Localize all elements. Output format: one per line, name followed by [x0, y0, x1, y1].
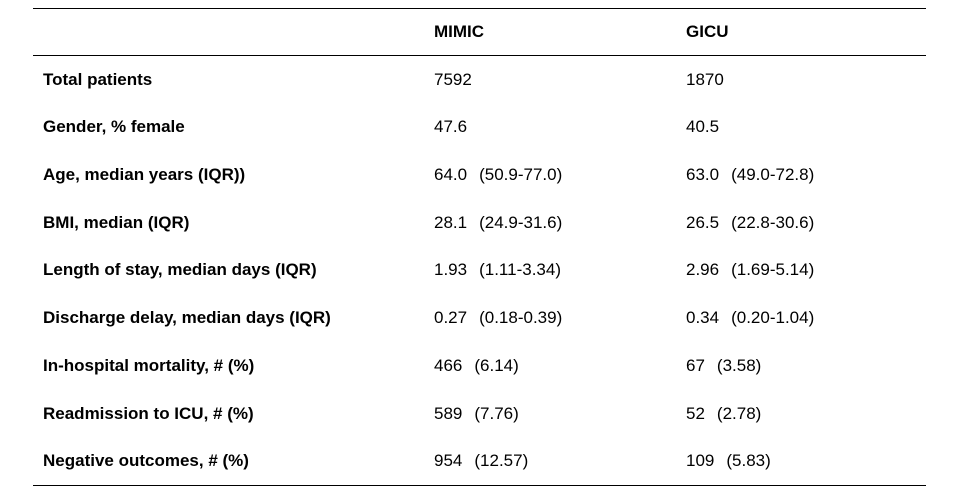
mimic-range: (50.9-77.0) [479, 164, 563, 184]
gicu-range: (0.20-1.04) [731, 308, 815, 328]
gicu-range: (49.0-72.8) [731, 164, 815, 184]
table-row: Gender, % female 47.6 40.5 [33, 103, 926, 151]
table-row: In-hospital mortality, # (%) 466 (6.14) 6… [33, 342, 926, 390]
table-row: Total patients 7592 1870 [33, 56, 926, 104]
gicu-range: (2.78) [716, 403, 762, 423]
gicu-cell: 109 (5.83) [686, 438, 926, 486]
mimic-cell: 466 (6.14) [423, 342, 686, 390]
mimic-cell: 64.0 (50.9-77.0) [423, 151, 686, 199]
gicu-value: 109 [686, 451, 715, 471]
gicu-cell: 1870 [686, 56, 926, 104]
gicu-value: 1870 [686, 69, 724, 89]
gicu-range: (1.69-5.14) [731, 260, 815, 280]
mimic-cell: 954 (12.57) [423, 438, 686, 486]
mimic-cell: 28.1 (24.9-31.6) [423, 199, 686, 247]
mimic-cell: 0.27 (0.18-0.39) [423, 294, 686, 342]
mimic-cell: 589 (7.76) [423, 390, 686, 438]
table-body: Total patients 7592 1870 Gender, % femal… [33, 56, 926, 486]
mimic-value: 589 [434, 403, 463, 423]
gicu-cell: 40.5 [686, 103, 926, 151]
gicu-cell: 52 (2.78) [686, 390, 926, 438]
table-row: Age, median years (IQR)) 64.0 (50.9-77.0)… [33, 151, 926, 199]
mimic-range: (1.11-3.34) [479, 260, 561, 280]
gicu-range: (22.8-30.6) [731, 212, 815, 232]
cohort-table-container: MIMIC GICU Total patients 7592 1870 Gend… [33, 8, 926, 486]
gicu-cell: 2.96 (1.69-5.14) [686, 247, 926, 295]
row-label: Negative outcomes, # (%) [43, 451, 249, 471]
gicu-value: 52 [686, 403, 705, 423]
table-row: Length of stay, median days (IQR) 1.93 (1… [33, 247, 926, 295]
mimic-cell: 47.6 [423, 103, 686, 151]
row-label: Total patients [43, 69, 153, 89]
mimic-range: (12.57) [474, 451, 529, 471]
table-header: MIMIC GICU [33, 8, 926, 56]
mimic-range: (0.18-0.39) [479, 308, 563, 328]
mimic-range: (24.9-31.6) [479, 212, 563, 232]
gicu-value: 26.5 [686, 212, 720, 232]
gicu-range: (5.83) [726, 451, 771, 471]
row-label: Readmission to ICU, # (%) [43, 403, 254, 423]
gicu-cell: 63.0 (49.0-72.8) [686, 151, 926, 199]
mimic-value: 466 [434, 355, 463, 375]
gicu-range: (3.58) [716, 355, 762, 375]
header-gicu: GICU [686, 22, 729, 41]
mimic-value: 47.6 [434, 117, 468, 137]
row-label: Gender, % female [43, 117, 185, 137]
table-row: Readmission to ICU, # (%) 589 (7.76) 52 (2… [33, 390, 926, 438]
table-row: Discharge delay, median days (IQR) 0.27 (… [33, 294, 926, 342]
mimic-cell: 1.93 (1.11-3.34) [423, 247, 686, 295]
header-empty-cell [33, 9, 423, 56]
header-mimic: MIMIC [434, 22, 485, 41]
mimic-cell: 7592 [423, 56, 686, 104]
gicu-cell: 26.5 (22.8-30.6) [686, 199, 926, 247]
row-label: In-hospital mortality, # (%) [43, 355, 255, 375]
mimic-value: 28.1 [434, 212, 468, 232]
cohort-characteristics-table: MIMIC GICU Total patients 7592 1870 Gend… [33, 8, 926, 486]
table-row: Negative outcomes, # (%) 954 (12.57) 109 (… [33, 438, 926, 486]
row-label: Discharge delay, median days (IQR) [43, 308, 331, 328]
mimic-value: 0.27 [434, 308, 468, 328]
mimic-range: (7.76) [474, 403, 519, 423]
row-label: Length of stay, median days (IQR) [43, 260, 317, 280]
gicu-value: 40.5 [686, 117, 720, 137]
gicu-cell: 67 (3.58) [686, 342, 926, 390]
gicu-value: 63.0 [686, 164, 720, 184]
gicu-value: 0.34 [686, 308, 720, 328]
mimic-range: (6.14) [474, 355, 519, 375]
gicu-value: 2.96 [686, 260, 720, 280]
mimic-value: 7592 [434, 69, 472, 89]
mimic-value: 954 [434, 451, 463, 471]
row-label: BMI, median (IQR) [43, 212, 190, 232]
gicu-value: 67 [686, 355, 705, 375]
mimic-value: 64.0 [434, 164, 468, 184]
gicu-cell: 0.34 (0.20-1.04) [686, 294, 926, 342]
table-row: BMI, median (IQR) 28.1 (24.9-31.6) 26.5 (2… [33, 199, 926, 247]
row-label: Age, median years (IQR)) [43, 164, 246, 184]
mimic-value: 1.93 [434, 260, 468, 280]
header-row: MIMIC GICU [33, 8, 926, 56]
